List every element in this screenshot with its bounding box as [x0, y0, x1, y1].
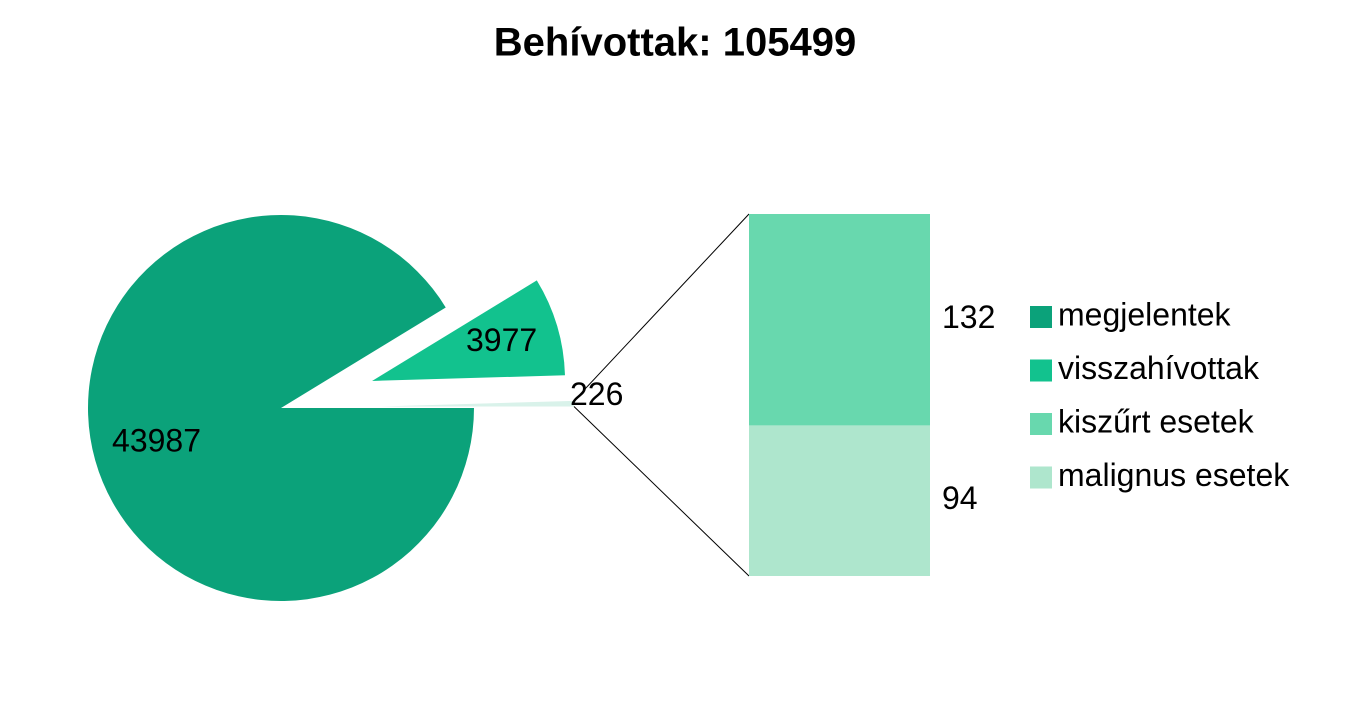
pie-slice — [372, 280, 565, 381]
pie-slice — [380, 400, 574, 407]
legend-label: visszahívottak — [1058, 350, 1260, 386]
legend-swatch — [1030, 413, 1052, 435]
bar-label: 94 — [942, 480, 978, 516]
chart-title: Behívottak: 105499 — [494, 21, 856, 65]
legend-label: malignus esetek — [1058, 457, 1290, 493]
pie-slice — [88, 215, 474, 602]
bar-segment — [749, 214, 930, 426]
slice-label: 43987 — [112, 422, 201, 458]
legend-swatch — [1030, 359, 1052, 382]
legend-label: kiszűrt esetek — [1058, 403, 1255, 439]
legend-swatch — [1030, 466, 1052, 489]
connector — [573, 213, 750, 402]
slice-label: 3977 — [466, 322, 537, 358]
legend-swatch — [1030, 306, 1052, 328]
connector — [573, 406, 750, 577]
bar-segment — [749, 425, 930, 576]
slice-label: 226 — [570, 376, 623, 412]
bar-label: 132 — [942, 299, 995, 335]
legend-label: megjelentek — [1058, 296, 1232, 332]
